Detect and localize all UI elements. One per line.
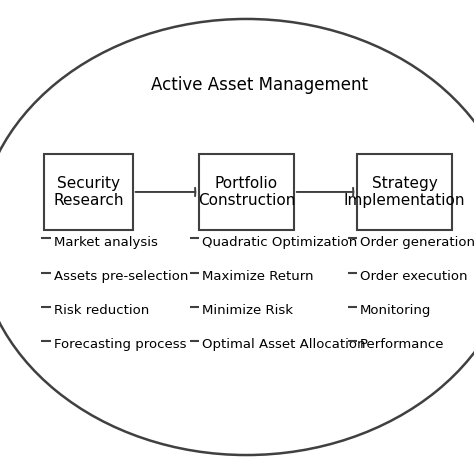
Text: Active Asset Management: Active Asset Management <box>151 76 368 94</box>
Text: Assets pre-selection: Assets pre-selection <box>54 270 188 283</box>
Text: Order generation: Order generation <box>360 236 474 249</box>
Text: Portfolio
Construction: Portfolio Construction <box>198 176 295 208</box>
Text: Order execution: Order execution <box>360 270 468 283</box>
Text: Quadratic Optimization: Quadratic Optimization <box>202 236 357 249</box>
FancyBboxPatch shape <box>44 154 133 230</box>
Text: Security
Research: Security Research <box>53 176 124 208</box>
Text: Monitoring: Monitoring <box>360 304 432 317</box>
Text: Optimal Asset Allocation: Optimal Asset Allocation <box>202 338 366 351</box>
Text: Performance: Performance <box>360 338 445 351</box>
Text: Risk reduction: Risk reduction <box>54 304 149 317</box>
Text: Strategy
Implementation: Strategy Implementation <box>344 176 465 208</box>
FancyBboxPatch shape <box>199 154 294 230</box>
Text: Minimize Risk: Minimize Risk <box>202 304 293 317</box>
Text: Market analysis: Market analysis <box>54 236 157 249</box>
Text: Forecasting process: Forecasting process <box>54 338 186 351</box>
FancyBboxPatch shape <box>357 154 452 230</box>
Text: Maximize Return: Maximize Return <box>202 270 314 283</box>
